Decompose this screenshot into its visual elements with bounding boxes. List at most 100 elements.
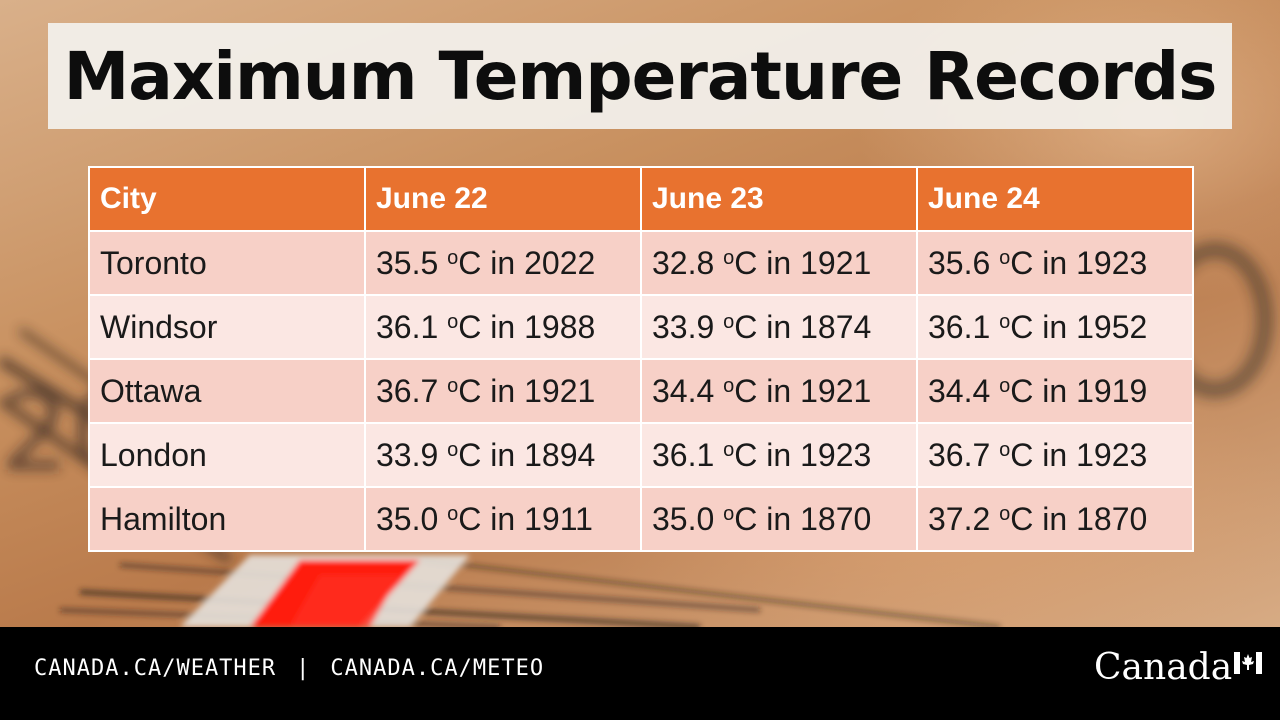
canada-flag-icon [1234, 652, 1263, 674]
temperature-unit: C [734, 244, 758, 281]
record-cell: 35.0 oC in 1911 [364, 486, 642, 552]
degree-symbol: o [999, 246, 1011, 269]
city-cell: Hamilton [88, 486, 366, 552]
temperature-unit: C [734, 372, 758, 409]
temperature-value: 35.6 [928, 244, 991, 281]
table-header-row: City June 22 June 23 June 24 [88, 166, 1194, 232]
table-row: Toronto 35.5 oC in 2022 32.8 oC in 1921 35.… [88, 230, 1194, 296]
degree-symbol: o [447, 374, 459, 397]
record-joiner: in [766, 308, 792, 345]
temperature-unit: C [458, 244, 482, 281]
record-year: 1894 [524, 436, 596, 473]
degree-symbol: o [723, 374, 735, 397]
record-year: 1988 [524, 308, 596, 345]
record-cell: 36.1 oC in 1952 [916, 294, 1194, 360]
record-joiner: in [490, 436, 516, 473]
record-year: 1921 [800, 244, 872, 281]
temperature-unit: C [734, 500, 758, 537]
record-cell: 35.5 oC in 2022 [364, 230, 642, 296]
degree-symbol: o [723, 502, 735, 525]
record-year: 1923 [1076, 244, 1148, 281]
degree-symbol: o [447, 246, 459, 269]
temperature-unit: C [1010, 500, 1034, 537]
record-joiner: in [490, 372, 516, 409]
temperature-unit: C [1010, 308, 1034, 345]
temperature-value: 35.5 [376, 244, 439, 281]
temperature-unit: C [458, 436, 482, 473]
record-cell: 33.9 oC in 1894 [364, 422, 642, 488]
record-cell: 36.7 oC in 1921 [364, 358, 642, 424]
temperature-unit: C [1010, 372, 1034, 409]
temperature-value: 36.1 [376, 308, 439, 345]
record-cell: 37.2 oC in 1870 [916, 486, 1194, 552]
canada-wordmark-text: Canada [1094, 647, 1233, 688]
weather-link-fr[interactable]: CANADA.CA/METEO [330, 656, 545, 681]
degree-symbol: o [447, 310, 459, 333]
record-cell: 34.4 oC in 1919 [916, 358, 1194, 424]
record-joiner: in [766, 500, 792, 537]
record-joiner: in [490, 500, 516, 537]
temperature-records-table: City June 22 June 23 June 24 Toronto 35.5… [88, 166, 1194, 552]
temperature-unit: C [734, 436, 758, 473]
temperature-value: 35.0 [376, 500, 439, 537]
weather-link-en[interactable]: CANADA.CA/WEATHER [34, 656, 277, 681]
canada-wordmark: Canada [1094, 646, 1263, 690]
record-year: 2022 [524, 244, 596, 281]
record-joiner: in [1042, 244, 1068, 281]
footer-links: CANADA.CA/WEATHER | CANADA.CA/METEO [34, 656, 544, 681]
temperature-value: 35.0 [652, 500, 715, 537]
temperature-unit: C [1010, 244, 1034, 281]
column-header: June 23 [640, 166, 918, 232]
temperature-value: 34.4 [652, 372, 715, 409]
temperature-value: 36.1 [652, 436, 715, 473]
temperature-value: 32.8 [652, 244, 715, 281]
record-joiner: in [1042, 500, 1068, 537]
degree-symbol: o [999, 438, 1011, 461]
record-joiner: in [766, 244, 792, 281]
record-cell: 35.6 oC in 1923 [916, 230, 1194, 296]
record-year: 1870 [800, 500, 872, 537]
record-year: 1911 [524, 500, 593, 537]
record-year: 1923 [800, 436, 872, 473]
degree-symbol: o [999, 502, 1011, 525]
record-cell: 32.8 oC in 1921 [640, 230, 918, 296]
table-row: Ottawa 36.7 oC in 1921 34.4 oC in 1921 34.4… [88, 358, 1194, 424]
temperature-value: 34.4 [928, 372, 991, 409]
city-cell: Windsor [88, 294, 366, 360]
city-cell: London [88, 422, 366, 488]
record-year: 1921 [524, 372, 596, 409]
footer-bar [0, 627, 1280, 720]
record-year: 1870 [1076, 500, 1148, 537]
record-cell: 35.0 oC in 1870 [640, 486, 918, 552]
record-year: 1919 [1076, 372, 1148, 409]
temperature-unit: C [458, 500, 482, 537]
record-joiner: in [490, 244, 516, 281]
column-header: June 24 [916, 166, 1194, 232]
record-joiner: in [766, 436, 792, 473]
record-cell: 36.1 oC in 1988 [364, 294, 642, 360]
temperature-unit: C [734, 308, 758, 345]
record-cell: 34.4 oC in 1921 [640, 358, 918, 424]
record-year: 1921 [800, 372, 872, 409]
table-row: Windsor 36.1 oC in 1988 33.9 oC in 1874 36.… [88, 294, 1194, 360]
table-row: Hamilton 35.0 oC in 1911 35.0 oC in 1870 37… [88, 486, 1194, 552]
temperature-value: 37.2 [928, 500, 991, 537]
record-year: 1874 [800, 308, 872, 345]
degree-symbol: o [723, 310, 735, 333]
temperature-unit: C [458, 372, 482, 409]
record-joiner: in [1042, 436, 1068, 473]
degree-symbol: o [447, 438, 459, 461]
temperature-value: 33.9 [376, 436, 439, 473]
city-cell: Toronto [88, 230, 366, 296]
record-year: 1952 [1076, 308, 1148, 345]
column-header: City [88, 166, 366, 232]
temperature-value: 36.7 [928, 436, 991, 473]
record-joiner: in [1042, 308, 1068, 345]
degree-symbol: o [999, 310, 1011, 333]
temperature-unit: C [1010, 436, 1034, 473]
record-joiner: in [490, 308, 516, 345]
record-joiner: in [766, 372, 792, 409]
temperature-unit: C [458, 308, 482, 345]
city-cell: Ottawa [88, 358, 366, 424]
record-joiner: in [1042, 372, 1068, 409]
